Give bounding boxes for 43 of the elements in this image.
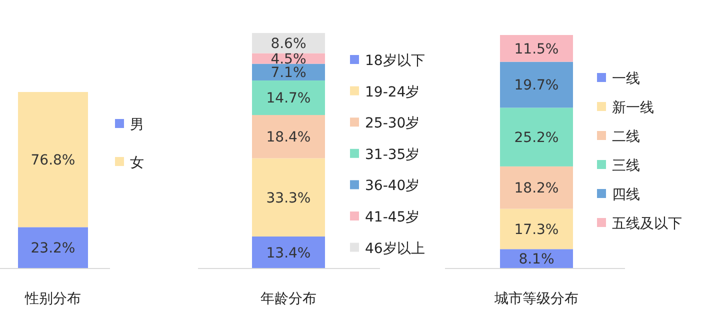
bar — [500, 249, 573, 268]
data-label: 19.7% — [514, 78, 559, 94]
legend-label: 新一线 — [612, 100, 654, 116]
data-label: 13.4% — [266, 245, 311, 262]
data-label: 33.3% — [266, 190, 311, 206]
legend-label: 四线 — [612, 187, 640, 203]
data-label: 17.3% — [514, 222, 559, 238]
legend-label: 女 — [130, 155, 144, 171]
data-label: 14.7% — [266, 90, 311, 107]
data-label: 8.1% — [518, 252, 554, 268]
x-tick-label: 城市等级分布 — [494, 291, 578, 307]
data-label: 18.2% — [514, 180, 559, 197]
data-label: 23.2% — [30, 240, 76, 257]
legend-label: 36-40岁 — [365, 178, 420, 194]
data-label: 4.5% — [270, 52, 306, 68]
data-label: 25.2% — [514, 130, 559, 146]
x-tick-label: 性别分布 — [24, 291, 81, 307]
data-label: 7.1% — [270, 65, 306, 82]
bar — [252, 236, 325, 268]
bar — [500, 108, 573, 166]
bar — [252, 115, 325, 158]
data-label: 76.8% — [30, 152, 76, 169]
legend-label: 19-24岁 — [365, 84, 420, 100]
legend-label: 三线 — [612, 158, 640, 174]
legend-label: 男 — [130, 117, 144, 133]
legend-label: 五线及以下 — [612, 216, 682, 232]
legend-label: 41-45岁 — [365, 210, 420, 226]
data-label: 18.4% — [266, 130, 311, 146]
x-tick-label: 年龄分布 — [260, 291, 316, 307]
data-label: 8.6% — [270, 36, 306, 52]
legend-label: 一线 — [612, 71, 640, 87]
bar — [500, 166, 573, 209]
legend-label: 46岁以上 — [365, 240, 425, 257]
legend-label: 二线 — [612, 129, 640, 145]
bar — [252, 80, 325, 116]
legend-label: 31-35岁 — [365, 146, 420, 163]
bar — [500, 208, 573, 250]
bar — [500, 62, 573, 108]
data-label: 11.5% — [514, 41, 559, 58]
legend-label: 18岁以下 — [365, 53, 425, 69]
bar — [252, 158, 325, 237]
bar — [500, 35, 573, 62]
legend-label: 25-30岁 — [365, 116, 420, 132]
